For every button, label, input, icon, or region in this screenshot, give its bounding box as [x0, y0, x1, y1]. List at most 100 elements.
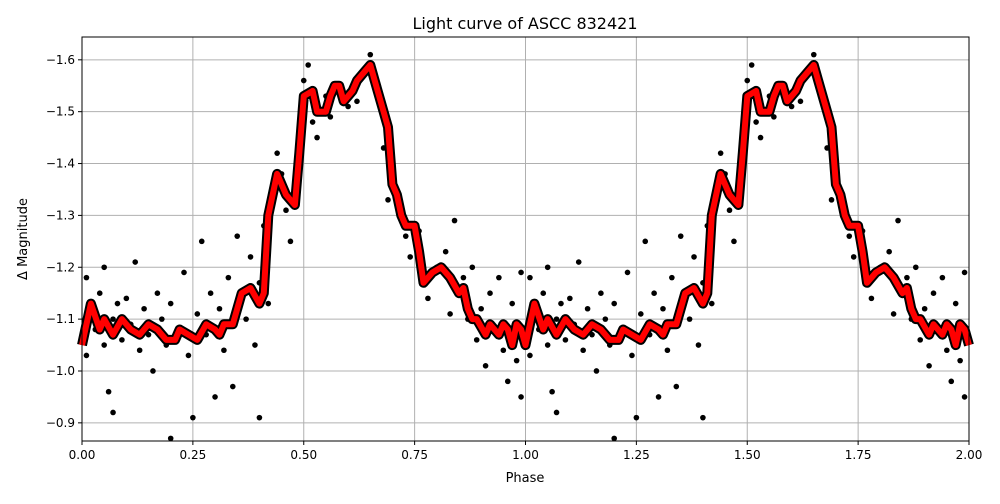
- data-point: [633, 414, 640, 421]
- data-point: [478, 305, 484, 312]
- data-point: [123, 295, 130, 302]
- data-point: [691, 254, 697, 260]
- data-point: [602, 316, 609, 322]
- data-point: [948, 378, 955, 385]
- data-point: [425, 295, 431, 302]
- data-point: [695, 342, 702, 348]
- data-point: [593, 368, 600, 374]
- data-point: [527, 274, 533, 281]
- data-point: [105, 388, 112, 395]
- data-point: [660, 305, 666, 312]
- data-point: [664, 347, 671, 354]
- data-point: [473, 337, 480, 343]
- x-tick-label: 1.75: [845, 448, 872, 462]
- data-point: [797, 98, 804, 105]
- data-point: [886, 248, 892, 255]
- data-point: [167, 435, 174, 442]
- data-point: [119, 337, 125, 343]
- data-point: [442, 248, 449, 255]
- data-point: [283, 207, 289, 214]
- x-tick-label: 0.25: [180, 448, 207, 462]
- y-tick-label: −1.5: [46, 105, 75, 119]
- data-point: [482, 363, 489, 369]
- data-point: [451, 217, 458, 224]
- data-point: [287, 238, 294, 245]
- data-point: [216, 305, 223, 312]
- data-point: [385, 197, 391, 203]
- data-point: [544, 342, 551, 348]
- data-point: [305, 62, 311, 68]
- data-point: [221, 347, 227, 354]
- data-point: [686, 316, 693, 322]
- data-point: [504, 378, 511, 385]
- data-point: [132, 259, 139, 265]
- data-point: [252, 342, 258, 348]
- data-point: [673, 383, 680, 390]
- data-point: [584, 305, 591, 312]
- data-point: [194, 311, 201, 317]
- data-point: [136, 347, 143, 354]
- data-point: [553, 409, 560, 416]
- x-tick-label: 1.25: [623, 448, 650, 462]
- data-point: [930, 290, 937, 296]
- x-tick-label: 1.00: [512, 448, 539, 462]
- data-point: [580, 347, 586, 354]
- data-point: [890, 311, 897, 317]
- data-point: [939, 274, 946, 281]
- data-point: [708, 300, 715, 307]
- data-point: [846, 233, 853, 239]
- data-point: [952, 300, 959, 307]
- model-curve-line: [79, 62, 972, 349]
- data-point: [638, 311, 644, 317]
- data-point: [101, 264, 107, 271]
- data-point: [101, 342, 107, 348]
- data-point: [642, 238, 649, 245]
- data-point: [677, 233, 684, 239]
- data-point: [159, 316, 165, 322]
- data-point: [265, 300, 272, 307]
- data-point: [518, 394, 524, 400]
- data-point: [190, 414, 196, 421]
- data-point: [83, 274, 90, 281]
- x-tick-label: 2.00: [956, 448, 983, 462]
- data-point: [553, 316, 560, 322]
- data-point: [961, 269, 968, 276]
- data-point: [624, 269, 631, 276]
- data-point: [527, 352, 533, 359]
- data-point: [110, 409, 116, 416]
- data-point: [567, 295, 573, 302]
- data-point: [274, 150, 280, 156]
- data-point: [181, 269, 187, 276]
- data-point: [655, 394, 662, 400]
- data-point: [513, 357, 520, 364]
- data-point: [167, 300, 174, 307]
- data-point: [96, 290, 103, 296]
- data-point: [354, 98, 360, 105]
- data-point: [926, 363, 932, 369]
- data-point: [496, 274, 502, 281]
- data-point: [83, 352, 90, 359]
- data-point: [540, 290, 547, 296]
- data-point: [651, 290, 657, 296]
- data-point: [850, 254, 857, 260]
- data-point: [957, 357, 963, 364]
- data-point: [185, 352, 192, 359]
- data-point: [247, 254, 254, 260]
- x-axis-label: Phase: [506, 471, 545, 486]
- x-tick-label: 0.50: [290, 448, 317, 462]
- data-point: [234, 233, 241, 239]
- data-point: [460, 274, 467, 281]
- data-point: [212, 394, 218, 400]
- x-tick-label: 0.00: [69, 448, 96, 462]
- data-point: [810, 51, 817, 58]
- data-point: [509, 300, 515, 307]
- data-point: [558, 300, 564, 307]
- data-point: [256, 414, 263, 421]
- data-point: [229, 383, 236, 390]
- data-point: [314, 134, 320, 141]
- data-point: [141, 305, 147, 312]
- data-point: [912, 264, 919, 271]
- data-point: [110, 316, 116, 322]
- y-tick-label: −1.0: [46, 364, 75, 378]
